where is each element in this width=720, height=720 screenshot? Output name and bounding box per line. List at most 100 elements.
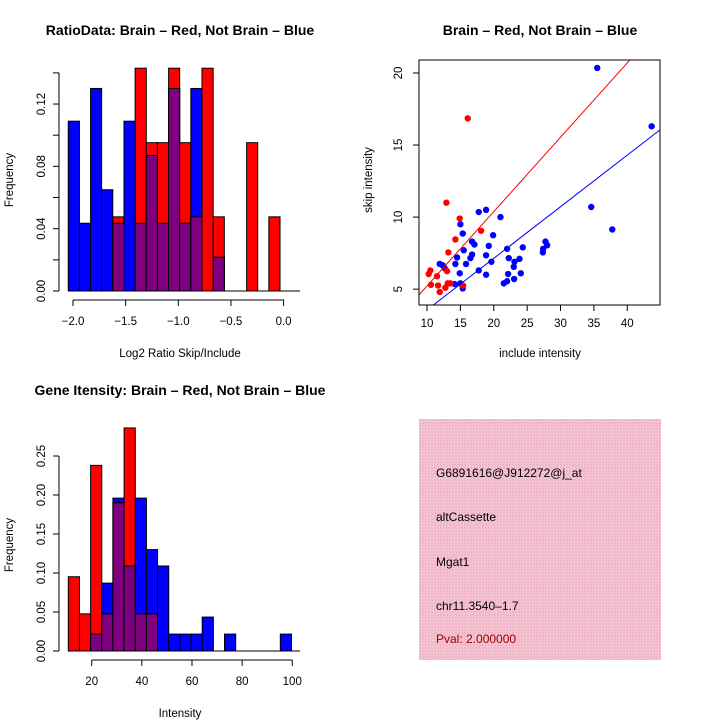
bar-blue (90, 87, 103, 292)
point-blue (510, 263, 517, 271)
x-axis-label: Log2 Ratio Skip/Include (119, 348, 240, 360)
bar-overlap (112, 502, 125, 652)
point-blue (452, 260, 459, 268)
x-tick-label: −1.0 (167, 316, 190, 328)
x-tick-label: 10 (421, 318, 434, 330)
x-tick-label: −2.0 (62, 316, 85, 328)
point-red (477, 227, 485, 234)
x-tick-label: 15 (454, 318, 467, 330)
point-blue (505, 254, 512, 262)
y-tick-label: 20 (393, 67, 405, 80)
point-red (459, 282, 467, 289)
bar-blue (123, 120, 136, 292)
fit-line-blue (432, 129, 660, 305)
y-tick-label: 0.05 (36, 601, 48, 623)
point-red (452, 236, 459, 243)
plot-box (418, 59, 661, 306)
point-blue (609, 226, 616, 233)
y-tick-label: 0.08 (36, 155, 48, 177)
x-tick-label: 60 (186, 676, 199, 688)
point-blue (475, 208, 482, 216)
point-blue (588, 203, 595, 211)
bar-blue (279, 633, 292, 652)
bar-red (246, 142, 259, 292)
point-blue (594, 64, 601, 72)
y-tick-label: 0.12 (36, 93, 48, 115)
point-red (456, 215, 463, 222)
point-blue (485, 242, 492, 250)
x-tick-label: 80 (236, 676, 249, 688)
info-panel: G6891616@J912272@j_at altCassette Mgat1 … (419, 419, 661, 660)
x-tick-label: 40 (135, 676, 148, 688)
x-tick-label: 20 (487, 318, 500, 330)
point-blue (489, 232, 497, 239)
x-tick-label: −0.5 (220, 316, 243, 328)
point-blue (517, 270, 525, 277)
bar-overlap (101, 613, 114, 652)
point-blue (500, 280, 507, 287)
point-blue (504, 270, 512, 278)
gene_hist: 0.00 0.05 0.10 0.15 0.20 0.25 20 40 60 80 100 Gene … (4, 382, 326, 720)
bar-red (201, 67, 214, 292)
point-blue (510, 275, 518, 283)
y-axis-label: Frequency (4, 153, 16, 208)
bar-overlap (179, 222, 192, 292)
bar-blue (168, 633, 181, 652)
point-blue (456, 270, 463, 277)
bar-blue (67, 120, 80, 292)
point-red (434, 282, 442, 289)
intensity_scatter: 10 15 20 25 30 35 40 5 10 15 20 Brain – Red, Not Br… (363, 22, 661, 360)
bar-red (90, 464, 103, 652)
event-type: altCassette (436, 510, 496, 524)
point-blue (482, 271, 490, 278)
y-tick-label: 0.00 (36, 280, 48, 302)
point-blue (482, 206, 490, 214)
bar-overlap (168, 87, 181, 292)
location: chr11.3540–1.7 (436, 599, 519, 613)
point-blue (516, 255, 523, 263)
pval: Pval: 2.000000 (436, 632, 516, 646)
bar-blue (101, 189, 114, 292)
x-axis-label: include intensity (499, 348, 581, 360)
bar-blue (190, 633, 203, 652)
point-blue (457, 221, 464, 228)
y-tick-label: 15 (393, 139, 405, 152)
bar-overlap (190, 216, 203, 292)
x-tick-label: 0.0 (276, 316, 292, 328)
point-red (425, 270, 432, 278)
y-tick-label: 0.10 (36, 562, 48, 584)
point-red (427, 281, 435, 289)
bar-red (78, 613, 92, 652)
bar-red (67, 576, 80, 652)
y-tick-label: 5 (393, 286, 405, 292)
probe-id: G6891616@J912272@j_at (436, 466, 582, 480)
point-blue (511, 258, 518, 265)
point-red (445, 249, 452, 256)
x-tick-label: 25 (521, 318, 534, 330)
bar-overlap (123, 565, 136, 652)
point-red (436, 288, 443, 296)
bar-blue (179, 633, 192, 652)
bar-overlap (212, 256, 225, 292)
point-blue (460, 247, 467, 254)
point-blue (482, 252, 490, 259)
point-blue (453, 254, 461, 261)
bar-blue (224, 633, 237, 652)
bar-red (268, 216, 281, 292)
y-tick-label: 0.00 (36, 640, 48, 662)
y-axis-label: Frequency (4, 518, 16, 573)
point-blue (462, 260, 470, 268)
y-tick-label: 0.15 (36, 523, 48, 545)
x-tick-label: 40 (621, 318, 634, 330)
bar-blue (201, 616, 214, 652)
point-red (433, 272, 441, 280)
x-tick-label: 30 (554, 318, 567, 330)
point-blue (471, 241, 478, 248)
chart-title: Brain – Red, Not Brain – Blue (443, 22, 638, 38)
x-tick-label: −1.5 (114, 316, 137, 328)
bar-overlap (145, 613, 159, 652)
x-tick-label: 20 (85, 676, 98, 688)
fit-line-red (419, 60, 631, 296)
